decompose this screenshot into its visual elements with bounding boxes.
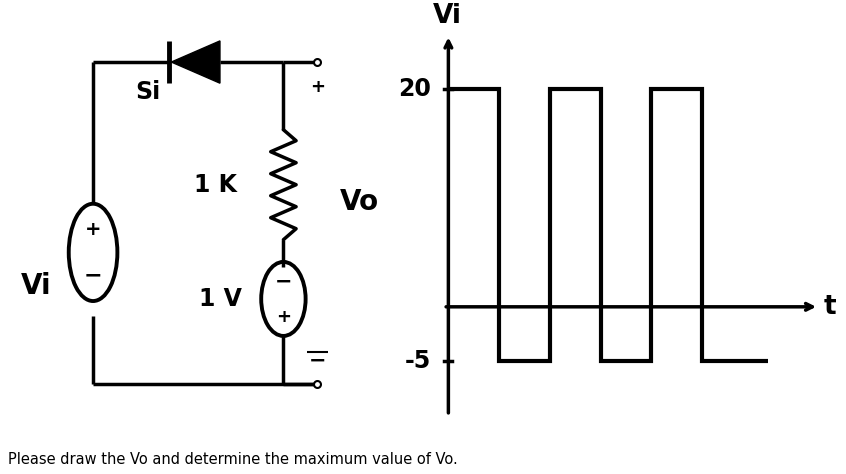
Text: +: + [310, 78, 325, 96]
Polygon shape [171, 41, 220, 83]
Text: −: − [84, 265, 102, 286]
Text: Vi: Vi [20, 272, 52, 300]
Text: −: − [275, 271, 292, 291]
Text: 1 K: 1 K [195, 173, 237, 197]
Text: Si: Si [135, 80, 161, 104]
Text: +: + [85, 219, 102, 238]
Text: -5: -5 [404, 349, 431, 373]
Text: −: − [309, 350, 326, 370]
Text: 20: 20 [398, 77, 431, 101]
Text: Please draw the Vo and determine the maximum value of Vo.: Please draw the Vo and determine the max… [8, 452, 459, 467]
Text: 1 V: 1 V [199, 287, 241, 311]
Text: +: + [276, 308, 291, 326]
Text: t: t [824, 294, 837, 320]
Text: Vo: Vo [340, 188, 379, 216]
Text: Vi: Vi [433, 3, 462, 29]
